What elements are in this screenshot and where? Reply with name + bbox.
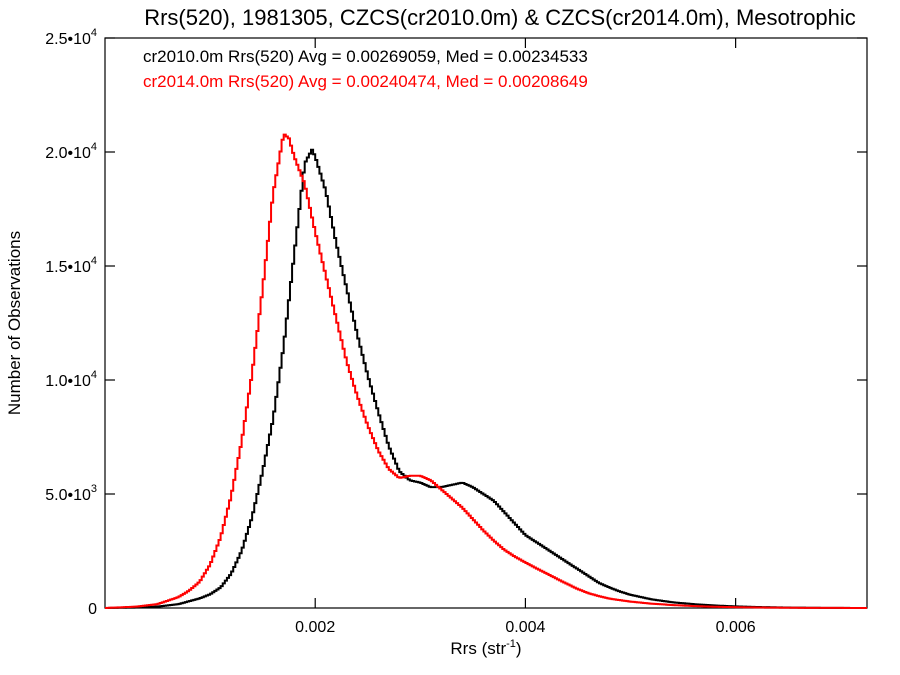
series-layer	[105, 133, 867, 609]
y-tick-label: 1.0•104	[45, 369, 97, 390]
y-tick-label: 5.0•103	[45, 483, 97, 504]
chart-title: Rrs(520), 1981305, CZCS(cr2010.0m) & CZC…	[144, 5, 856, 30]
legend-annotations: cr2010.0m Rrs(520) Avg = 0.00269059, Med…	[143, 47, 588, 91]
y-tick-label: 2.0•104	[45, 141, 97, 162]
plot-frame	[104, 37, 868, 609]
y-axis-title: Number of Observations	[5, 231, 24, 415]
annotation-cr2014.0m: cr2014.0m Rrs(520) Avg = 0.00240474, Med…	[143, 72, 588, 91]
annotation-cr2010.0m: cr2010.0m Rrs(520) Avg = 0.00269059, Med…	[143, 47, 588, 66]
y-tick-label: 1.5•104	[45, 255, 97, 276]
x-tick-label: 0.004	[505, 619, 545, 636]
y-tick-label: 0	[88, 601, 97, 618]
x-axis: 0.002 0.004 0.006	[295, 38, 756, 636]
y-axis: 0 5.0•103 1.0•104 1.5•104 2.0•104 2.5•104	[45, 27, 867, 618]
y-tick-label: 2.5•104	[45, 27, 97, 48]
series-line-cr2014.0m	[105, 133, 867, 609]
x-axis-title: Rrs (str-1)	[450, 638, 521, 658]
x-tick-label: 0.006	[716, 619, 756, 636]
x-tick-label: 0.002	[295, 619, 335, 636]
